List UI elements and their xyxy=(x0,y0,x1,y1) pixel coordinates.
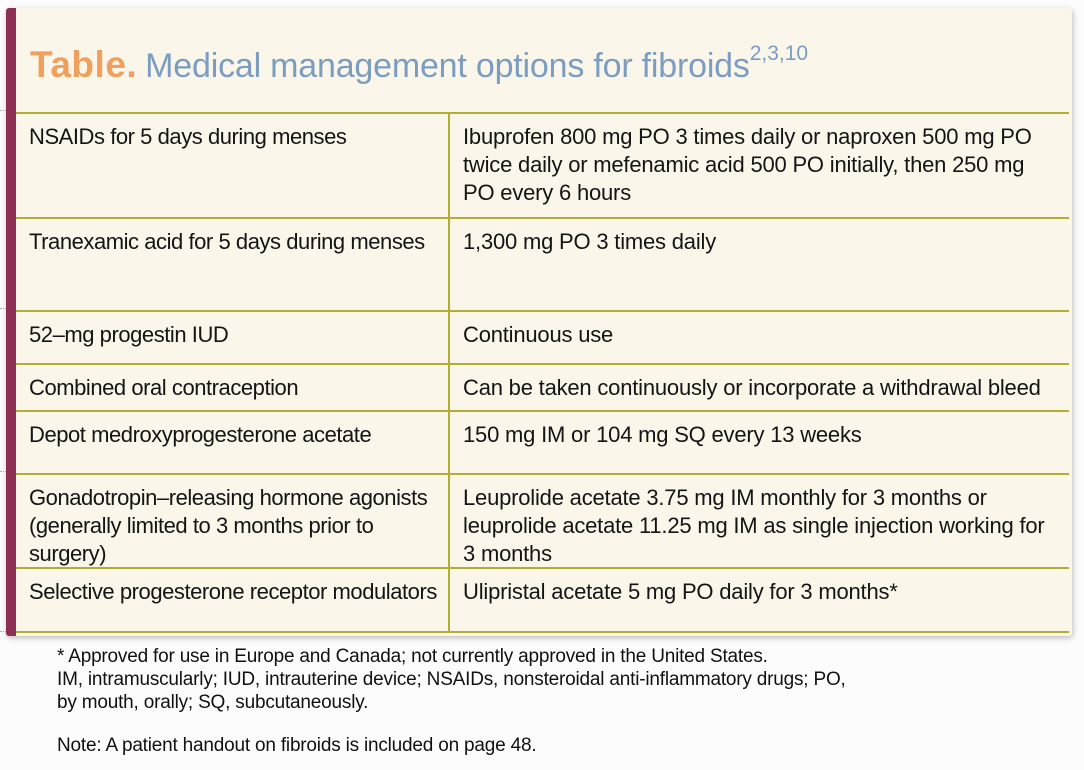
table-cell-option: Selective progesterone receptor modulato… xyxy=(16,567,450,631)
crop-mark xyxy=(0,308,6,309)
left-accent-bar xyxy=(6,8,16,636)
table-cell-details: Can be taken continuously or incorporate… xyxy=(450,363,1069,410)
table-cell-details: Continuous use xyxy=(450,310,1069,363)
table-cell-details: Ulipristal acetate 5 mg PO daily for 3 m… xyxy=(450,567,1069,631)
table-title-label: Table. xyxy=(30,44,138,85)
crop-mark xyxy=(0,631,6,632)
table-cell-option: Combined oral contraception xyxy=(16,363,450,410)
table-cell-option: NSAIDs for 5 days during menses xyxy=(16,112,450,217)
table-cell-details: Leuprolide acetate 3.75 mg IM monthly fo… xyxy=(450,473,1069,567)
table-cell-option: Gonadotropin–releasing hormone agonists … xyxy=(16,473,450,567)
table-cell-details: 150 mg IM or 104 mg SQ every 13 weeks xyxy=(450,410,1069,473)
table-cell-details: Ibuprofen 800 mg PO 3 times daily or nap… xyxy=(450,112,1069,217)
table-cell-option: Depot medroxyprogesterone acetate xyxy=(16,410,450,473)
table-cell-option: Tranexamic acid for 5 days during menses xyxy=(16,217,450,310)
footnote-note: Note: A patient handout on fibroids is i… xyxy=(57,735,537,756)
fibroids-management-table: NSAIDs for 5 days during menses Ibuprofe… xyxy=(16,112,1069,633)
footnote-abbreviations-line2: by mouth, orally; SQ, subcutaneously. xyxy=(57,692,369,713)
footnote-abbreviations-line1: IM, intramuscularly; IUD, intrauterine d… xyxy=(57,669,846,690)
table-title-superscript: 2,3,10 xyxy=(749,42,809,65)
table-title: Table. Medical management options for fib… xyxy=(30,42,809,86)
table-cell-details: 1,300 mg PO 3 times daily xyxy=(450,217,1069,310)
footnote-approval: * Approved for use in Europe and Canada;… xyxy=(57,646,768,667)
footnotes: * Approved for use in Europe and Canada;… xyxy=(57,645,1057,757)
table-panel: Table. Medical management options for fib… xyxy=(6,8,1072,636)
table-title-text: Medical management options for fibroids xyxy=(145,47,750,85)
crop-mark xyxy=(0,110,6,111)
table-cell-option: 52–mg progestin IUD xyxy=(16,310,450,363)
crop-mark xyxy=(0,471,6,472)
